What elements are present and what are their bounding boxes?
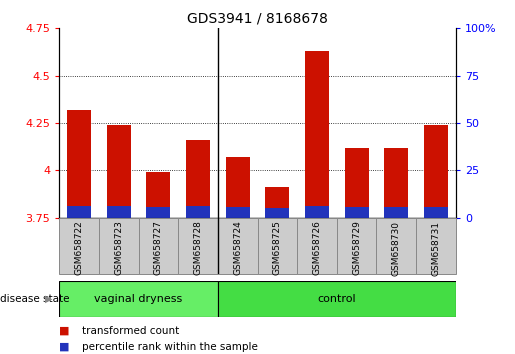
Text: GSM658724: GSM658724 <box>233 221 242 275</box>
Bar <box>107 206 131 218</box>
Text: GSM658726: GSM658726 <box>313 221 321 275</box>
Bar <box>297 218 337 274</box>
Bar <box>305 51 329 218</box>
Bar <box>146 207 170 218</box>
Bar <box>226 157 250 218</box>
Bar <box>337 218 376 274</box>
Bar <box>67 206 91 218</box>
Text: GSM658731: GSM658731 <box>432 221 440 275</box>
Text: vaginal dryness: vaginal dryness <box>94 294 183 304</box>
Bar <box>305 206 329 218</box>
Text: GSM658725: GSM658725 <box>273 221 282 275</box>
Bar <box>107 125 131 218</box>
Bar <box>424 125 448 218</box>
Text: ▶: ▶ <box>45 294 52 304</box>
Title: GDS3941 / 8168678: GDS3941 / 8168678 <box>187 12 328 26</box>
Text: GSM658729: GSM658729 <box>352 221 361 275</box>
Bar <box>226 207 250 218</box>
Bar <box>376 218 416 274</box>
Bar <box>345 148 369 218</box>
Bar <box>59 218 99 274</box>
Bar <box>265 187 289 218</box>
Bar <box>416 218 456 274</box>
Bar <box>186 206 210 218</box>
Text: control: control <box>317 294 356 304</box>
Bar <box>99 218 139 274</box>
Bar <box>345 207 369 218</box>
Bar <box>178 218 218 274</box>
Text: GSM658723: GSM658723 <box>114 221 123 275</box>
Bar <box>146 172 170 218</box>
Text: ■: ■ <box>59 326 70 336</box>
Text: GSM658730: GSM658730 <box>392 221 401 275</box>
Text: disease state: disease state <box>0 294 70 304</box>
Text: ■: ■ <box>59 342 70 352</box>
Bar <box>265 208 289 218</box>
Text: GSM658728: GSM658728 <box>194 221 202 275</box>
Bar <box>384 148 408 218</box>
Bar <box>186 140 210 218</box>
Text: GSM658727: GSM658727 <box>154 221 163 275</box>
Bar <box>258 218 297 274</box>
Bar <box>67 110 91 218</box>
Bar <box>384 207 408 218</box>
Bar <box>424 207 448 218</box>
Bar <box>139 218 178 274</box>
Text: transformed count: transformed count <box>82 326 180 336</box>
Text: percentile rank within the sample: percentile rank within the sample <box>82 342 259 352</box>
Text: GSM658722: GSM658722 <box>75 221 83 275</box>
Bar <box>218 281 456 317</box>
Bar <box>218 218 258 274</box>
Bar <box>59 281 218 317</box>
